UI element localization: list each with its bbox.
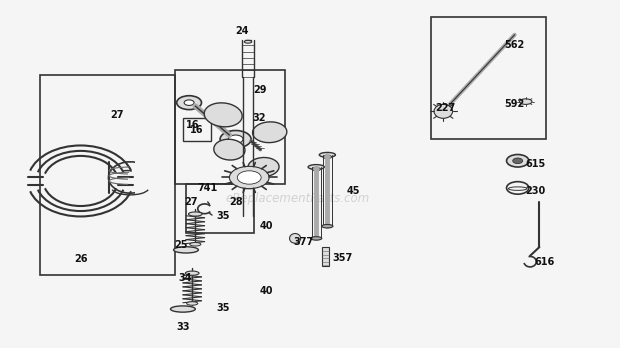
Bar [175, 70, 285, 184]
Circle shape [507, 155, 529, 167]
Ellipse shape [434, 104, 453, 118]
Circle shape [228, 135, 243, 143]
Bar [431, 17, 546, 139]
Text: 45: 45 [347, 187, 360, 196]
Text: 40: 40 [260, 286, 273, 295]
Text: 28: 28 [229, 197, 242, 207]
Circle shape [184, 100, 194, 105]
Text: 40: 40 [260, 221, 273, 231]
Ellipse shape [204, 103, 242, 127]
Ellipse shape [214, 139, 245, 160]
Text: 615: 615 [525, 159, 545, 168]
Text: 592: 592 [505, 100, 525, 109]
Ellipse shape [174, 247, 198, 253]
Text: eReplacementParts.com: eReplacementParts.com [226, 192, 370, 205]
Ellipse shape [170, 306, 195, 312]
Ellipse shape [248, 158, 279, 176]
Text: 27: 27 [184, 197, 198, 207]
Text: 33: 33 [176, 322, 190, 332]
Text: 35: 35 [216, 303, 230, 313]
Ellipse shape [190, 243, 201, 246]
Text: 230: 230 [525, 187, 545, 196]
Text: 227: 227 [435, 103, 455, 113]
Text: 16: 16 [185, 120, 199, 130]
Text: 357: 357 [333, 253, 353, 263]
Circle shape [237, 171, 261, 184]
Ellipse shape [185, 271, 199, 275]
Circle shape [513, 158, 523, 164]
Bar [322, 247, 329, 266]
Ellipse shape [308, 165, 324, 169]
Circle shape [229, 166, 269, 189]
Text: 35: 35 [216, 211, 230, 221]
Text: 29: 29 [254, 86, 267, 95]
Ellipse shape [244, 40, 252, 43]
Ellipse shape [319, 152, 335, 157]
Ellipse shape [322, 224, 333, 228]
Bar [40, 75, 175, 275]
Ellipse shape [520, 99, 532, 104]
Ellipse shape [188, 212, 202, 216]
Ellipse shape [311, 237, 322, 240]
Text: 34: 34 [178, 274, 192, 283]
Text: 24: 24 [235, 26, 249, 36]
Ellipse shape [252, 122, 287, 143]
Text: 25: 25 [174, 240, 188, 250]
Text: 32: 32 [252, 113, 266, 123]
Circle shape [220, 130, 251, 148]
Text: 16: 16 [190, 125, 203, 135]
Text: 377: 377 [294, 237, 314, 247]
Ellipse shape [187, 302, 198, 305]
Ellipse shape [312, 167, 321, 171]
Ellipse shape [290, 234, 301, 243]
Circle shape [177, 96, 202, 110]
Text: 741: 741 [198, 183, 218, 193]
Bar [183, 118, 211, 141]
Text: 616: 616 [534, 257, 554, 267]
Bar [186, 184, 254, 233]
Text: 562: 562 [505, 40, 525, 50]
Ellipse shape [323, 155, 332, 159]
Text: 26: 26 [74, 254, 87, 264]
Text: 27: 27 [110, 110, 123, 120]
